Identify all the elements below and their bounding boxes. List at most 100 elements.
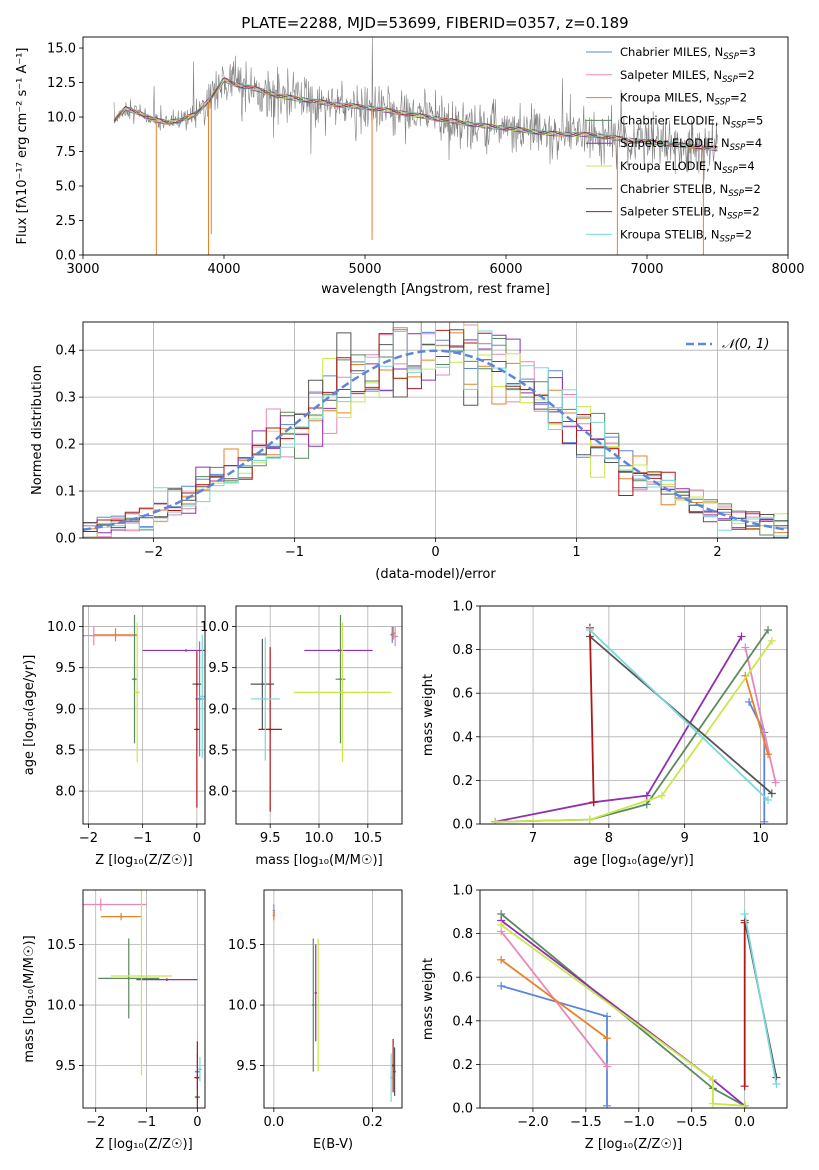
model-spectrum-kroupa_stelib: [113, 79, 718, 150]
data-point: [184, 649, 188, 652]
mass-weight-vs-age-chart: 7 8 9 10 0.0 0.2 0.4 0.6 0.8 1.0 age [log₁₀(age/yr…: [421, 600, 788, 868]
data-point: [389, 1076, 393, 1079]
y-tick-label: 8.0: [55, 785, 76, 800]
mass-weight-vs-metallicity-plot-area: [497, 909, 781, 1108]
legend-entry-label: Salpeter ELODIE, NSSP=4: [620, 136, 762, 153]
series-line: [500, 959, 608, 1039]
data-point: [196, 1076, 199, 1079]
plus-marker: [603, 1012, 612, 1021]
x-tick-label: −1: [133, 831, 152, 846]
age-vs-metallicity-chart: −2 −1 0 8.0 8.5 9.0 9.5 10.0 Z [log₁₀(Z/Z☉)] age …: [22, 605, 206, 868]
y-tick-label: 9.5: [55, 1059, 76, 1074]
age-vs-metallicity-plot-area: [83, 615, 205, 808]
axes-frame: [82, 605, 206, 825]
histogram-kroupa_stelib: [83, 322, 788, 537]
plus-marker: [764, 625, 773, 634]
error-point-salpeter_stelib: [391, 1038, 395, 1093]
data-point: [99, 903, 102, 906]
residual-histogram-plot-area: [83, 322, 788, 538]
data-point: [195, 728, 199, 731]
mass-weight-series-salpeter_stelib: [585, 623, 598, 807]
data-point: [201, 695, 204, 698]
residual-histogram-chart: −2 −1 0 1 2 0.0 0.1 0.2 0.3 0.4 (data-model)/error…: [30, 321, 789, 582]
error-point-kroupa_elodie: [293, 622, 392, 763]
x-axis-label: E(B-V): [313, 1137, 353, 1152]
x-tick-label: 0.2: [362, 1115, 383, 1130]
plus-marker: [585, 815, 594, 824]
x-axis-label: (data-model)/error: [375, 567, 496, 582]
plus-marker: [708, 1075, 717, 1084]
legend-entry-label: Kroupa ELODIE, NSSP=4: [620, 159, 755, 176]
y-tick-label: 0.1: [55, 485, 76, 500]
x-tick-label: −2: [79, 831, 98, 846]
y-tick-label: 9.0: [55, 702, 76, 717]
series-line: [589, 629, 769, 801]
y-axis-label: mass weight: [421, 958, 436, 1040]
x-axis-label: Z [log₁₀(Z/Z☉)]: [585, 1137, 682, 1152]
plus-marker: [764, 750, 773, 759]
legend-entry-label: Salpeter STELIB, NSSP=2: [620, 205, 760, 222]
error-point-salpeter_miles: [392, 626, 399, 647]
y-axis-label: mass [log₁₀(M/M☉)]: [22, 935, 37, 1062]
series-line: [500, 924, 745, 1107]
series-line: [589, 627, 595, 803]
data-point: [314, 991, 317, 995]
x-tick-label: 0: [193, 831, 201, 846]
x-axis-label: Z [log₁₀(Z/Z☉)]: [95, 1137, 192, 1152]
error-point-kroupa_stelib: [197, 1057, 202, 1082]
data-point: [341, 691, 344, 694]
y-tick-label: 12.5: [47, 76, 76, 91]
plus-marker: [497, 955, 506, 964]
age-vs-mass-chart: 9.5 10.0 10.5 8.0 8.5 9.0 9.5 10.0 mass [log₁₀(M…: [200, 605, 403, 868]
legend-entry-label: Kroupa STELIB, NSSP=2: [620, 227, 752, 244]
data-point: [136, 691, 139, 694]
legend-entry-label: Kroupa MILES, NSSP=2: [620, 91, 747, 108]
mass-vs-metallicity-chart: −2 −1 0 9.5 10.0 10.5 Z [log₁₀(Z/Z☉)] mass [log…: [22, 889, 206, 1152]
data-point: [165, 978, 169, 981]
data-point: [264, 697, 267, 701]
spectrum-legend: Chabrier MILES, NSSP=3 Salpeter MILES, NS…: [586, 45, 763, 244]
plus-marker: [740, 909, 749, 918]
x-tick-label: 10: [752, 831, 769, 846]
mass-weight-series-kroupa_elodie: [491, 636, 776, 824]
x-axis-label: wavelength [Angstrom, rest frame]: [321, 282, 550, 297]
plus-marker: [589, 798, 598, 807]
axes-frame: [82, 321, 789, 539]
plus-marker: [642, 791, 651, 800]
error-point-kroupa_elodie: [317, 938, 320, 1072]
plus-marker: [741, 643, 750, 652]
gaussian-curve: [83, 349, 788, 532]
data-point: [339, 678, 342, 681]
series-line: [495, 629, 769, 823]
data-point: [317, 1003, 320, 1007]
y-tick-label: 0.0: [452, 1102, 473, 1117]
x-tick-label: 9: [681, 831, 689, 846]
y-tick-label: 0.0: [55, 532, 76, 547]
mass-weight-series-chabrier_miles: [497, 981, 612, 1108]
legend-entry-label: Chabrier STELIB, NSSP=2: [620, 182, 761, 199]
x-tick-label: 10.0: [305, 831, 334, 846]
model-spectrum-chabrier_stelib: [113, 77, 718, 150]
axes-frame: [479, 605, 788, 825]
error-point-kroupa_miles: [391, 626, 396, 640]
plus-marker: [657, 791, 666, 800]
y-tick-label: 0.2: [452, 774, 473, 789]
error-point-kroupa_stelib: [389, 1053, 393, 1102]
axes-frame: [479, 889, 788, 1109]
error-point-salpeter_stelib: [194, 651, 200, 808]
error-point-kroupa_stelib: [250, 637, 280, 761]
plus-marker: [603, 1034, 612, 1043]
plus-marker: [497, 981, 506, 990]
legend-entry-label: Salpeter MILES, NSSP=2: [620, 68, 755, 85]
y-tick-label: 0.4: [452, 730, 473, 745]
data-point: [127, 977, 130, 980]
x-tick-label: 10.5: [353, 831, 382, 846]
plus-marker: [740, 1082, 749, 1091]
y-tick-label: 1.0: [452, 600, 473, 615]
x-tick-label: 6000: [489, 262, 522, 277]
data-point: [337, 649, 340, 652]
y-tick-label: 10.0: [47, 111, 76, 126]
x-tick-label: 9.5: [260, 831, 281, 846]
mass-vs-ebv-plot-area: [272, 904, 396, 1102]
legend-entry-label: Chabrier ELODIE, NSSP=5: [620, 113, 763, 130]
